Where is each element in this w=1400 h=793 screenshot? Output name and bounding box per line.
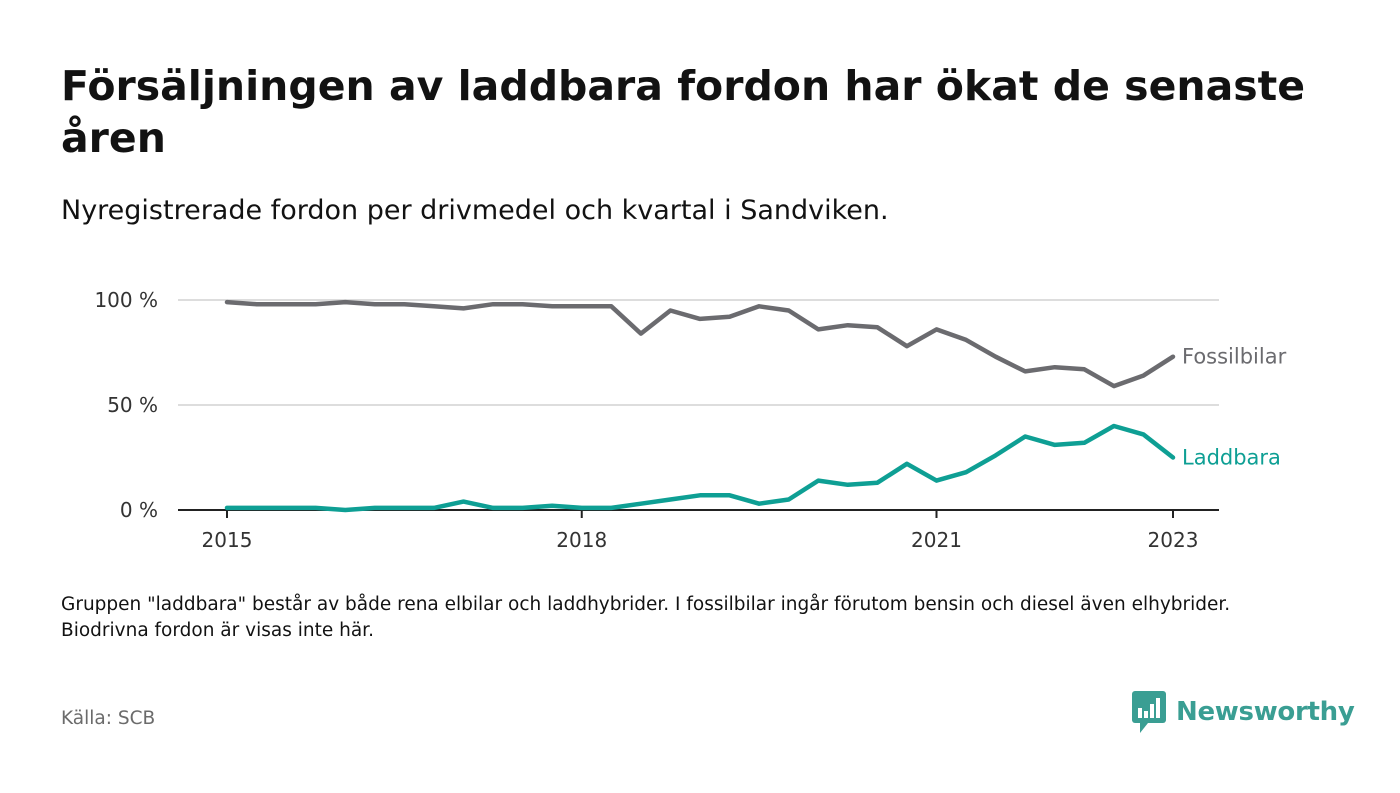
x-tick-label: 2015 — [202, 528, 253, 552]
series-end-labels: Fossilbilar Laddbara — [1182, 345, 1287, 470]
bar-chart-speech-bubble-icon — [1132, 691, 1166, 733]
brand-logo: Newsworthy — [1131, 690, 1355, 734]
x-tick-label: 2018 — [556, 528, 607, 552]
x-tick-label: 2023 — [1148, 528, 1199, 552]
series-lines — [224, 299, 1176, 513]
chart-title: Försäljningen av laddbara fordon har öka… — [61, 62, 1306, 162]
source-credit: Källa: SCB — [61, 708, 156, 729]
x-axis-labels: 2015 2018 2021 2023 — [202, 528, 1199, 552]
y-tick-label: 0 % — [120, 498, 158, 522]
x-tick-label: 2021 — [911, 528, 962, 552]
grid-lines — [178, 299, 1219, 406]
y-axis-labels: 0 % 50 % 100 % — [94, 288, 158, 522]
chart-footnote: Gruppen "laddbara" består av både rena e… — [61, 594, 1231, 641]
brand-name: Newsworthy — [1176, 697, 1355, 727]
series-line-laddbara — [224, 423, 1176, 513]
series-line-fossilbilar — [224, 299, 1176, 389]
series-label: Laddbara — [1182, 446, 1281, 470]
chart-subtitle: Nyregistrerade fordon per drivmedel och … — [61, 195, 889, 226]
y-tick-label: 100 % — [94, 288, 158, 312]
line-chart: 0 % 50 % 100 % 2015 2018 2021 2023 Fossilbila… — [94, 288, 1287, 552]
y-tick-label: 50 % — [107, 393, 158, 417]
series-label: Fossilbilar — [1182, 345, 1287, 369]
